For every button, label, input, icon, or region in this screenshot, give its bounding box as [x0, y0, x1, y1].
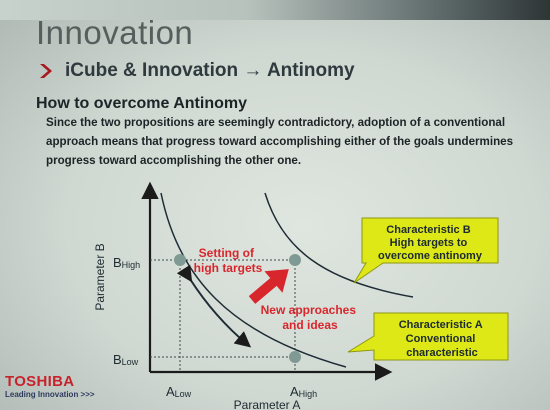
top-bar [0, 0, 550, 20]
chevron-right-icon [40, 64, 52, 78]
company-name: TOSHIBA [5, 373, 75, 390]
slide-title: Innovation [36, 14, 194, 51]
callout-characteristic-a: Characteristic A Conventional characteri… [347, 312, 509, 361]
svg-text:Characteristic A Convent: Characteristic A Conventional characteri… [399, 319, 486, 359]
svg-text:Characteristic B High ta: Characteristic B High targets to overcom… [378, 224, 483, 262]
point-target [289, 254, 301, 266]
high-target-curve [264, 192, 414, 298]
red-upward-arrow [248, 269, 289, 304]
section-heading: How to overcome Antinomy [36, 95, 247, 112]
point-ahigh-blow [289, 351, 301, 363]
tick-bhigh: BHigh [113, 255, 140, 270]
body-text: Since the two propositions are seemingly… [46, 116, 514, 167]
company-tagline: Leading Innovation >>> [5, 390, 95, 399]
tick-blow: BLow [113, 352, 139, 367]
subtitle-row: iCube & Innovation → Antinomy [37, 60, 355, 82]
tick-ahigh: AHigh [290, 384, 317, 399]
conventional-curve [160, 192, 347, 368]
label-setting-high-targets: Setting of high targets [194, 246, 263, 275]
point-blow-ahigh-start [174, 254, 186, 266]
tradeoff-arrow [176, 264, 252, 348]
label-new-approaches: New approaches and ideas [261, 303, 360, 332]
tick-alow: ALow [166, 384, 192, 399]
toshiba-logo: TOSHIBA Leading Innovation >>> [5, 374, 95, 400]
y-axis-label: Parameter B [93, 243, 107, 310]
callout-characteristic-b: Characteristic B High targets to overcom… [353, 217, 499, 284]
x-axis-label: Parameter A [234, 398, 301, 410]
slide-subtitle: iCube & Innovation → Antinomy [65, 60, 355, 81]
